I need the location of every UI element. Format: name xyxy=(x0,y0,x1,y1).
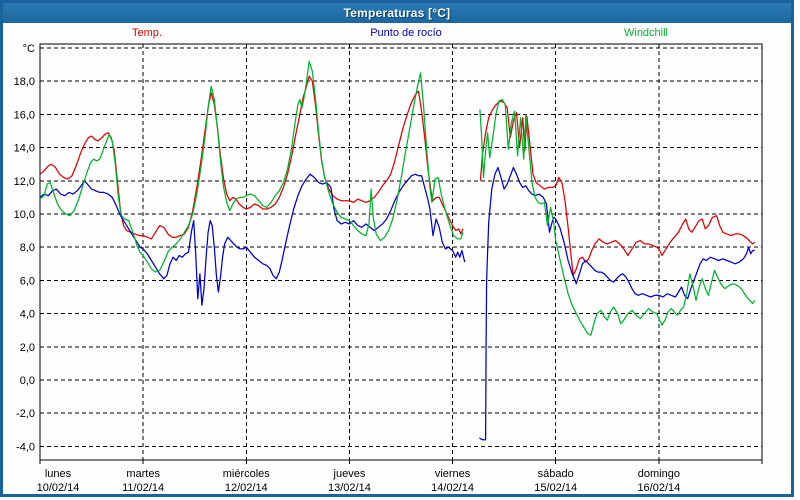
x-axis-day-label: sábado xyxy=(538,468,574,480)
series-line-temp- xyxy=(479,100,756,277)
x-axis-date-label: 10/02/14 xyxy=(37,482,80,494)
legend-item-windchill: Windchill xyxy=(623,27,669,39)
y-axis-tick-label: 8,0 xyxy=(20,242,35,254)
temperature-chart: °C 18,0 16,0 14,0 12,0 10,0 8,0 6,0 4,0 2,0 0,0 -2,… xyxy=(14,43,763,494)
y-axis-tick-label: 18,0 xyxy=(14,76,35,88)
x-axis-day-label: jueves xyxy=(333,468,366,480)
x-axis-day-label: martes xyxy=(126,468,160,480)
series-line-punto-de-roc-o xyxy=(39,173,466,306)
y-axis-tick-label: 0,0 xyxy=(20,375,35,387)
x-axis-date-label: 11/02/14 xyxy=(122,482,164,494)
series-line-punto-de-roc-o xyxy=(479,166,755,441)
y-axis-tick-label: 2,0 xyxy=(20,342,35,354)
series-line-windchill xyxy=(39,60,464,273)
window-title: Temperaturas [°C] xyxy=(343,6,451,20)
x-axis-date-label: 16/02/14 xyxy=(637,482,680,494)
x-axis-date-label: 12/02/14 xyxy=(225,482,268,494)
x-axis-date-label: 13/02/14 xyxy=(328,482,371,494)
chart-legend: Temp. Punto de rocío Windchill xyxy=(3,27,791,41)
x-axis-day-label: miércoles xyxy=(223,468,271,480)
y-axis-tick-label: 4,0 xyxy=(20,309,35,321)
x-axis-day-label: viernes xyxy=(435,468,471,480)
y-axis-tick-label: °C xyxy=(23,43,35,55)
x-axis-date-label: 15/02/14 xyxy=(534,482,577,494)
x-axis-day-label: lunes xyxy=(45,468,72,480)
legend-item-temp: Temp. xyxy=(132,27,162,39)
legend-item-dew-point: Punto de rocío xyxy=(370,27,442,39)
y-axis-tick-label: 12,0 xyxy=(14,176,35,188)
y-axis-tick-label: 10,0 xyxy=(14,209,35,221)
y-axis-tick-label: -4,0 xyxy=(16,441,35,453)
y-axis-tick-label: 16,0 xyxy=(14,109,35,121)
x-axis-date-label: 14/02/14 xyxy=(431,482,474,494)
y-axis-tick-label: 6,0 xyxy=(20,275,35,287)
x-axis-day-label: domingo xyxy=(638,468,680,480)
title-bar[interactable]: Temperaturas [°C] xyxy=(3,3,791,23)
series-line-windchill xyxy=(479,98,756,336)
y-axis-tick-label: 14,0 xyxy=(14,143,35,155)
y-axis-tick-label: -2,0 xyxy=(16,408,35,420)
